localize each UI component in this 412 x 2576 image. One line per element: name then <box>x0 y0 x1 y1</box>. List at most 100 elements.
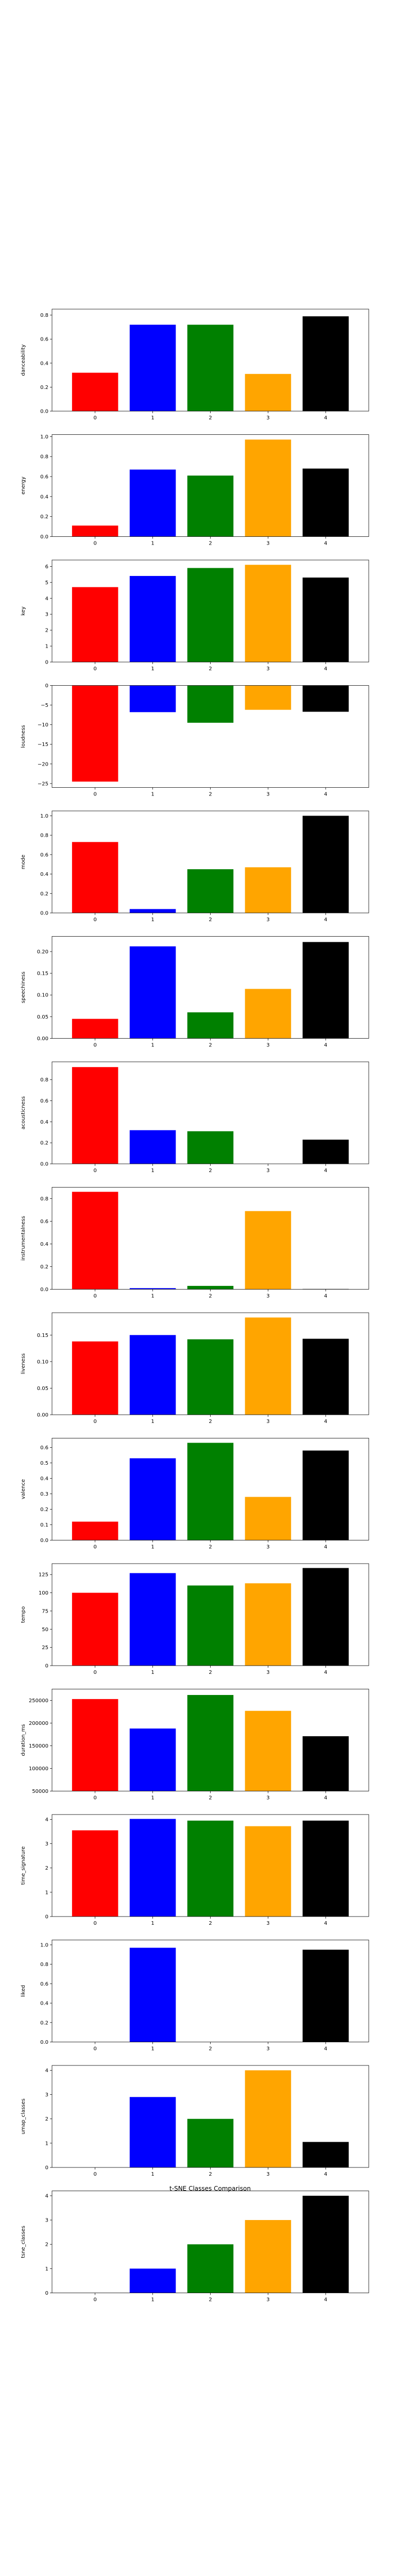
y-tick-label: 0.8 <box>40 833 48 839</box>
x-tick-label: 1 <box>151 1921 154 1926</box>
bar-valence-4 <box>302 1450 349 1540</box>
x-tick-label: 4 <box>324 2297 327 2303</box>
x-tick-label: 3 <box>266 666 269 672</box>
x-tick-label: 4 <box>324 1294 327 1299</box>
bar-tsne_classes-1 <box>129 2268 176 2293</box>
axes-frame <box>52 810 369 913</box>
x-tick-label: 3 <box>266 2297 269 2303</box>
bar-time_signature-4 <box>302 1820 349 1917</box>
axes-frame <box>52 685 369 788</box>
x-tick-label: 3 <box>266 1168 269 1174</box>
subplot-liveness: 0 1 2 3 4 0.00 0.05 0.10 0.15 liveness <box>21 1312 369 1425</box>
y-tick-label: 0 <box>45 2291 48 2296</box>
axes-frame <box>52 1312 369 1415</box>
bar-loudness-0 <box>72 685 118 782</box>
y-tick-label: 0.2 <box>40 1507 48 1513</box>
y-tick-label: 1 <box>45 644 48 650</box>
y-tick-label: 0.0 <box>40 1287 48 1293</box>
y-axis-label: umap_classes <box>21 2098 26 2134</box>
y-axis-label: instrumentalness <box>21 1216 26 1261</box>
x-tick-label: 0 <box>93 792 96 798</box>
y-tick-label: 2 <box>45 628 48 634</box>
axes-frame <box>52 1814 369 1917</box>
bar-valence-3 <box>245 1497 291 1540</box>
y-tick-label: 0.05 <box>37 1386 48 1392</box>
y-axis-label: danceability <box>21 344 26 376</box>
x-tick-label: 2 <box>209 1670 212 1675</box>
subplot-danceability: 0 1 2 3 4 0.0 0.2 0.4 0.6 0.8 danceability <box>21 309 369 421</box>
x-tick-label: 1 <box>151 2172 154 2177</box>
bar-loudness-1 <box>129 685 176 713</box>
y-tick-label: 0.15 <box>37 1333 48 1338</box>
y-tick-label: 0.2 <box>40 1264 48 1270</box>
x-tick-label: 1 <box>151 541 154 547</box>
x-tick-label: 3 <box>266 1921 269 1926</box>
bar-speechiness-1 <box>129 946 176 1039</box>
y-tick-label: 0.6 <box>40 1981 48 1987</box>
x-tick-label: 3 <box>266 1043 269 1048</box>
bar-acousticness-1 <box>129 1130 176 1164</box>
y-tick-label: 0.0 <box>40 409 48 415</box>
y-tick-label: 3 <box>45 1841 48 1847</box>
bar-key-1 <box>129 575 176 662</box>
x-tick-label: 4 <box>324 415 327 421</box>
y-tick-label: 0.4 <box>40 872 48 877</box>
y-tick-label: 4 <box>45 1817 48 1823</box>
x-tick-label: 2 <box>209 415 212 421</box>
y-tick-label: 0.05 <box>37 1014 48 1020</box>
y-tick-label: 0.4 <box>40 1476 48 1482</box>
bar-instrumentalness-1 <box>129 1288 176 1290</box>
subplot-tempo: 0 1 2 3 4 0 25 50 75 100 125 tempo <box>21 1563 369 1675</box>
axes-frame <box>52 2065 369 2168</box>
bar-loudness-2 <box>187 685 234 723</box>
bar-danceability-3 <box>245 374 291 411</box>
y-tick-label: 0.6 <box>40 852 48 858</box>
x-tick-label: 4 <box>324 1168 327 1174</box>
bar-tsne_classes-4 <box>302 2195 349 2293</box>
bar-duration_ms-0 <box>72 1699 118 1791</box>
x-tick-label: 0 <box>93 1670 96 1675</box>
x-tick-label: 0 <box>93 2297 96 2303</box>
y-tick-label: 0.6 <box>40 337 48 343</box>
x-tick-label: 0 <box>93 1043 96 1048</box>
y-axis-label: key <box>21 606 26 616</box>
bar-umap_classes-1 <box>129 2097 176 2167</box>
bar-mode-4 <box>302 816 349 913</box>
bar-key-4 <box>302 578 349 662</box>
y-tick-label: 0 <box>45 2165 48 2171</box>
x-tick-label: 1 <box>151 666 154 672</box>
figure-title: t-SNE Classes Comparison <box>169 2185 251 2192</box>
x-tick-label: 1 <box>151 1545 154 1550</box>
y-tick-label: 100 <box>39 1590 48 1596</box>
y-tick-label: 0.10 <box>37 1359 48 1365</box>
subplot-grid: 0 1 2 3 4 0.0 0.2 0.4 0.6 0.8 danceability 0 1 2 3 4 0.0… <box>21 309 369 2303</box>
bar-instrumentalness-3 <box>245 1211 291 1290</box>
bar-tsne_classes-3 <box>245 2220 291 2293</box>
y-tick-label: 4 <box>45 2068 48 2074</box>
x-tick-label: 4 <box>324 666 327 672</box>
bar-liveness-1 <box>129 1335 176 1415</box>
x-tick-label: 2 <box>209 2172 212 2177</box>
y-axis-label: tempo <box>21 1606 26 1623</box>
y-tick-label: 0.0 <box>40 1538 48 1544</box>
y-axis-label: liked <box>21 1985 26 1997</box>
y-tick-label: 0.10 <box>37 993 48 998</box>
y-tick-label: 0.0 <box>40 911 48 917</box>
y-axis-label: tsne_classes <box>21 2226 26 2258</box>
y-tick-label: 250000 <box>29 1698 48 1704</box>
bar-instrumentalness-2 <box>187 1285 234 1290</box>
bar-mode-2 <box>187 869 234 913</box>
bar-duration_ms-4 <box>302 1736 349 1791</box>
y-tick-label: 4 <box>45 596 48 602</box>
y-tick-label: 200000 <box>29 1721 48 1726</box>
axes-frame <box>52 309 369 412</box>
x-tick-label: 3 <box>266 1294 269 1299</box>
subplot-speechiness: 0 1 2 3 4 0.00 0.05 0.10 0.15 0.20 speechiness <box>21 936 369 1048</box>
bar-tempo-1 <box>129 1573 176 1666</box>
y-tick-label: 0.1 <box>40 1522 48 1528</box>
x-tick-label: 2 <box>209 1294 212 1299</box>
x-tick-label: 1 <box>151 917 154 923</box>
bar-liked-4 <box>302 1950 349 2042</box>
axes-frame <box>52 1061 369 1164</box>
bar-energy-4 <box>302 468 349 537</box>
